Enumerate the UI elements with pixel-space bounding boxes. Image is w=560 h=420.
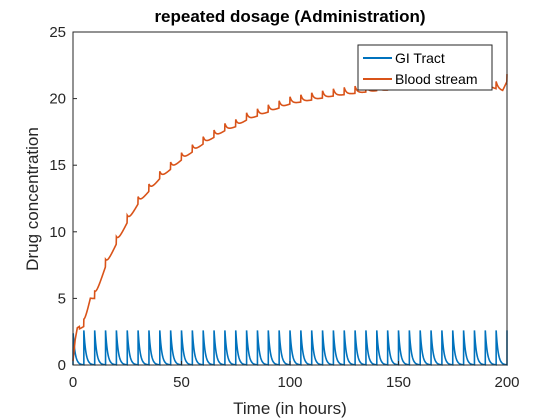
x-tick-label: 50 (173, 374, 190, 391)
y-tick-label: 15 (49, 157, 66, 174)
legend-label-blood-stream: Blood stream (395, 71, 477, 87)
x-tick-label: 200 (494, 374, 519, 391)
x-tick-label: 100 (277, 374, 302, 391)
x-tick-label: 150 (386, 374, 411, 391)
y-axis: 0 5 10 15 20 25 (49, 24, 77, 374)
y-tick-label: 25 (49, 24, 66, 41)
y-tick-label: 0 (58, 357, 66, 374)
legend-box (357, 44, 493, 91)
x-axis: 0 50 100 150 200 (69, 361, 520, 391)
y-tick-label: 20 (49, 91, 66, 108)
legend[interactable]: GI Tract Blood stream (357, 44, 493, 91)
chart-title: repeated dosage (Administration) (154, 7, 425, 26)
legend-label-gi-tract: GI Tract (395, 50, 445, 66)
x-tick-label: 0 (69, 374, 77, 391)
y-tick-label: 10 (49, 224, 66, 241)
x-axis-label: Time (in hours) (233, 399, 347, 418)
y-axis-label: Drug concentration (23, 127, 42, 271)
series-line-gi-tract (72, 330, 508, 366)
y-tick-label: 5 (58, 290, 66, 307)
